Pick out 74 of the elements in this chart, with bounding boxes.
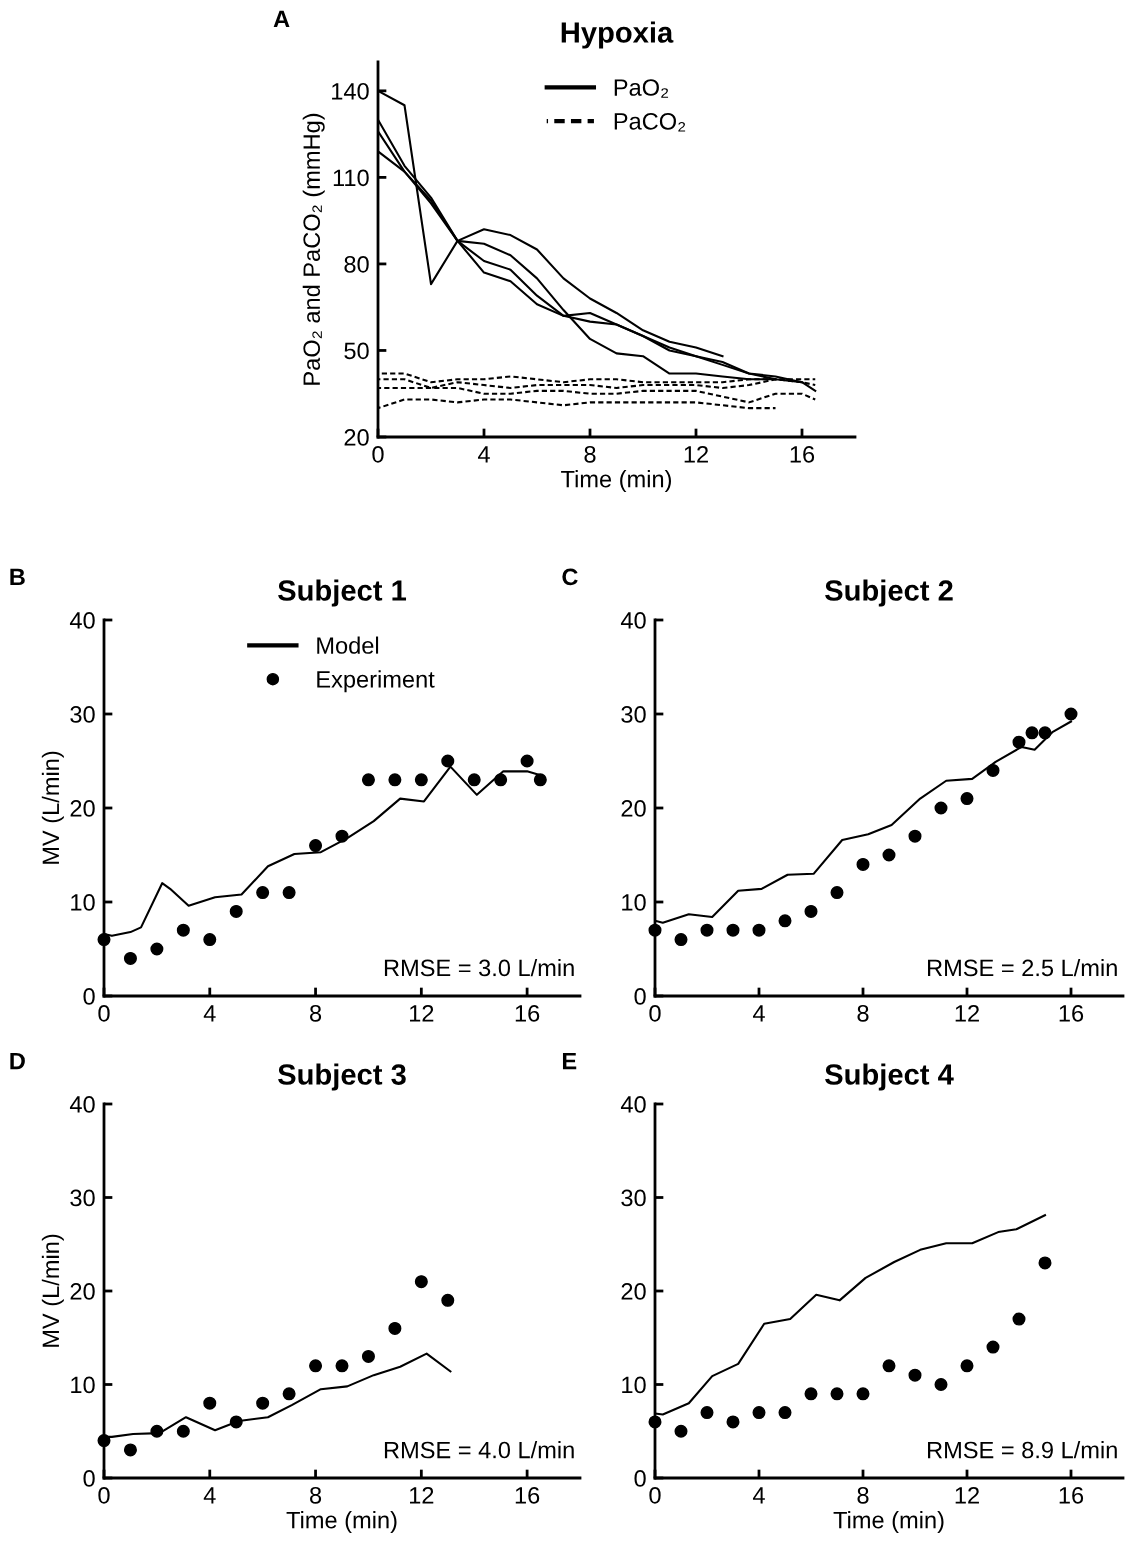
legend-label: Experiment (317, 670, 435, 693)
text: E (562, 1052, 577, 1070)
chart-title: Subject 2 (825, 579, 953, 607)
x-tick-label: 8 (584, 445, 596, 463)
y-axis-title: PaO₂ and PaCO₂ (mmHg) (302, 113, 325, 385)
x-tick-label: 8 (857, 1004, 869, 1022)
x-tick-label: 4 (203, 1005, 216, 1022)
y-tick-label: 40 (69, 1096, 95, 1113)
y-tick-label: 40 (620, 1096, 646, 1113)
y-tick-label: 30 (621, 1189, 646, 1207)
annotation: RMSE = 8.9 L/min (928, 1441, 1117, 1459)
y-tick-label: 20 (70, 1283, 95, 1300)
y-tick-label: 0 (634, 988, 646, 1005)
chart-title: Subject 1 (278, 579, 407, 607)
y-tick-label: 10 (71, 894, 95, 911)
y-tick-label: 80 (344, 255, 369, 273)
x-tick-label: 16 (790, 445, 815, 463)
text: A (273, 10, 290, 28)
y-axis-title: MV (L/min) (41, 1234, 64, 1347)
x-tick-label: 0 (98, 1486, 110, 1504)
y-axis-title: MV (L/min) (41, 751, 64, 864)
text: D (10, 1052, 25, 1070)
y-tick-label: 30 (70, 706, 95, 723)
x-tick-label: 4 (752, 1487, 765, 1504)
legend-label: Model (317, 636, 379, 654)
y-tick-label: 20 (621, 800, 646, 817)
y-tick-label: 20 (621, 1283, 646, 1300)
y-tick-label: 30 (621, 706, 646, 723)
legend-label: PaCO₂ (614, 112, 686, 132)
legend-label: PaO₂ (614, 79, 669, 98)
x-tick-label: 4 (203, 1487, 216, 1504)
y-tick-label: 30 (70, 1189, 95, 1207)
y-tick-label: 10 (622, 894, 646, 911)
y-tick-label: 20 (344, 429, 369, 446)
x-tick-label: 16 (1059, 1004, 1084, 1022)
x-tick-label: 4 (752, 1005, 765, 1022)
x-tick-label: 16 (515, 1004, 540, 1022)
x-axis-title: Time (min) (833, 1511, 944, 1534)
x-tick-label: 8 (857, 1486, 869, 1504)
x-tick-label: 12 (410, 1004, 434, 1022)
y-tick-label: 0 (83, 988, 95, 1005)
y-tick-label: 40 (69, 612, 95, 629)
x-tick-label: 12 (955, 1004, 979, 1022)
y-tick-label: 0 (634, 1470, 646, 1487)
x-axis-title: Time (min) (286, 1511, 397, 1534)
x-tick-label: 8 (310, 1486, 322, 1504)
y-tick-label: 40 (620, 612, 646, 629)
x-tick-label: 4 (477, 446, 490, 463)
x-tick-label: 0 (98, 1004, 110, 1022)
x-tick-label: 12 (955, 1486, 979, 1504)
chart-title: Subject 3 (278, 1063, 406, 1091)
x-tick-label: 16 (1059, 1486, 1084, 1504)
text: C (562, 568, 578, 586)
annotation: RMSE = 2.5 L/min (928, 958, 1117, 977)
x-tick-label: 8 (310, 1004, 322, 1022)
x-tick-label: 12 (684, 445, 708, 463)
y-tick-label: 20 (70, 800, 95, 817)
y-tick-label: 10 (71, 1376, 95, 1394)
text: B (10, 568, 25, 586)
x-tick-label: 0 (649, 1486, 661, 1504)
x-tick-label: 16 (515, 1486, 540, 1504)
x-tick-label: 0 (372, 445, 384, 463)
y-tick-label: 50 (344, 342, 369, 360)
chart-title: Hypoxia (561, 21, 674, 49)
y-tick-label: 0 (83, 1470, 95, 1487)
x-tick-label: 12 (410, 1486, 434, 1504)
annotation: RMSE = 3.0 L/min (384, 958, 574, 977)
y-tick-label: 10 (622, 1376, 646, 1394)
annotation: RMSE = 4.0 L/min (384, 1441, 574, 1459)
y-tick-label: 110 (333, 169, 369, 187)
x-axis-title: Time (min) (561, 470, 671, 493)
y-tick-label: 140 (332, 82, 369, 100)
chart-title: Subject 4 (825, 1063, 954, 1091)
x-tick-label: 0 (649, 1004, 661, 1022)
